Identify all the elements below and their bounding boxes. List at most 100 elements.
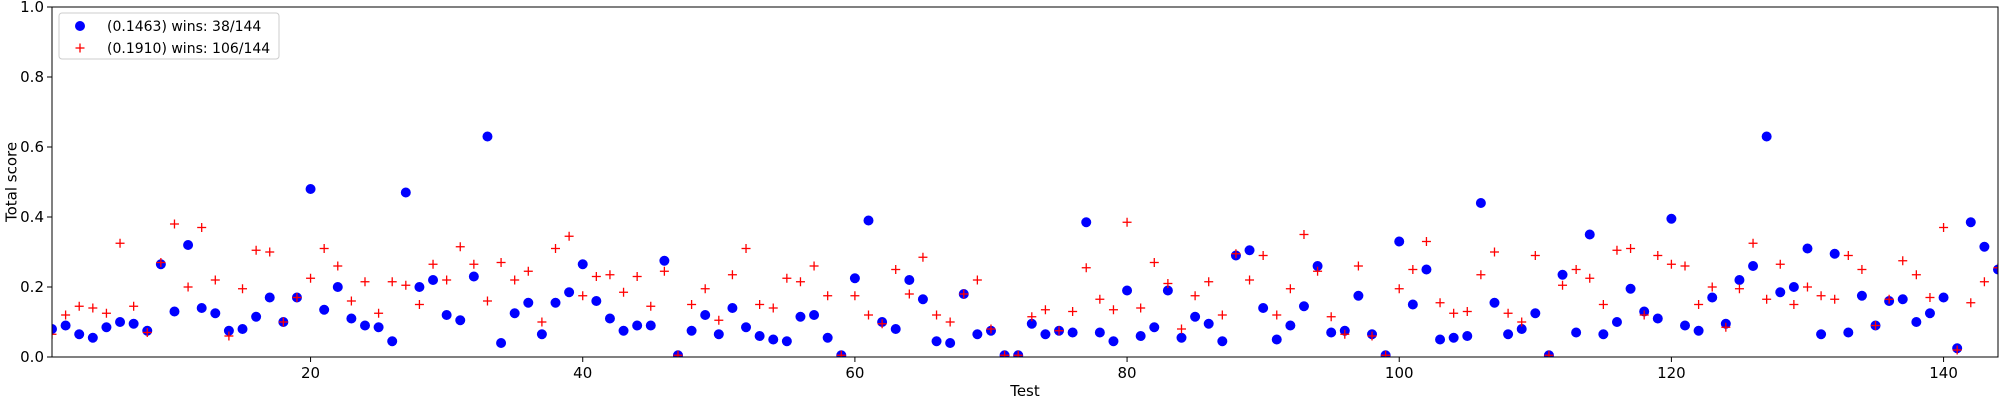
data-point-circle xyxy=(754,331,765,341)
data-point-plus xyxy=(1830,294,1840,304)
data-point-circle xyxy=(1081,217,1092,228)
data-point-plus xyxy=(1435,298,1445,308)
data-point-circle xyxy=(849,273,860,284)
data-point-circle xyxy=(455,315,466,326)
data-point-circle xyxy=(74,329,85,340)
data-point-circle xyxy=(1203,318,1214,329)
data-point-plus xyxy=(1108,305,1118,315)
data-point-plus xyxy=(428,259,438,269)
data-point-circle xyxy=(1734,275,1745,285)
data-point-circle xyxy=(237,324,248,334)
data-point-plus xyxy=(1449,308,1459,318)
data-point-circle xyxy=(536,329,547,340)
data-point-plus xyxy=(1775,259,1785,269)
data-point-plus xyxy=(782,273,792,283)
data-point-plus xyxy=(1871,321,1881,330)
data-point-circle xyxy=(169,306,180,317)
y-tick-label: 0.6 xyxy=(20,138,44,156)
data-point-circle xyxy=(781,336,792,347)
data-point-circle xyxy=(223,325,234,336)
data-point-plus xyxy=(1489,247,1499,257)
data-point-circle xyxy=(1503,329,1514,340)
data-point-plus xyxy=(265,247,275,257)
data-point-plus xyxy=(891,265,901,274)
data-point-plus xyxy=(918,252,928,262)
data-point-plus xyxy=(646,301,656,311)
data-point-plus xyxy=(523,266,533,276)
data-point-plus xyxy=(687,300,697,309)
data-point-plus xyxy=(1530,251,1540,260)
data-point-circle xyxy=(1353,290,1364,301)
data-point-circle xyxy=(1938,292,1949,303)
data-point-plus xyxy=(333,261,343,271)
data-point-plus xyxy=(292,293,302,302)
data-point-circle xyxy=(264,292,275,303)
data-point-circle xyxy=(1190,311,1201,322)
data-point-plus xyxy=(1190,291,1200,301)
data-point-plus xyxy=(1571,265,1581,274)
data-point-circle xyxy=(1176,332,1187,343)
data-point-plus xyxy=(1843,251,1853,260)
data-point-plus xyxy=(1326,312,1336,322)
legend: (0.1463) wins: 38/144 (0.1910) wins: 106/… xyxy=(58,12,280,60)
data-point-plus xyxy=(904,289,914,299)
data-point-plus xyxy=(251,245,261,255)
plot-frame xyxy=(51,6,1999,358)
data-point-plus xyxy=(387,277,397,287)
data-point-plus xyxy=(1462,307,1472,316)
data-point-circle xyxy=(1788,282,1799,292)
x-tick-label: 40 xyxy=(573,364,592,382)
data-point-plus xyxy=(1176,324,1186,334)
data-point-plus xyxy=(659,266,669,276)
data-point-circle xyxy=(1326,327,1337,338)
x-tick-label: 100 xyxy=(1385,364,1414,382)
data-point-plus xyxy=(169,219,179,229)
data-point-circle xyxy=(1897,294,1908,305)
data-point-circle xyxy=(1258,303,1269,313)
data-point-plus xyxy=(1612,245,1622,255)
data-point-plus xyxy=(1000,350,1010,357)
data-point-circle xyxy=(1475,198,1486,208)
legend-circle-marker xyxy=(75,21,85,31)
data-point-plus xyxy=(1272,310,1282,320)
legend-plus-marker xyxy=(75,43,85,53)
data-point-plus xyxy=(1966,298,1976,308)
data-point-circle xyxy=(972,329,983,340)
data-point-circle xyxy=(509,308,520,319)
data-point-plus xyxy=(360,277,370,287)
data-point-circle xyxy=(727,303,738,313)
data-point-plus xyxy=(1285,284,1295,294)
data-point-circle xyxy=(1557,269,1568,280)
data-point-circle xyxy=(1298,301,1309,312)
data-point-circle xyxy=(741,322,752,333)
legend-entries: (0.1463) wins: 38/144 (0.1910) wins: 106/… xyxy=(75,19,270,57)
data-point-circle xyxy=(1516,324,1527,334)
data-point-plus xyxy=(564,231,574,241)
data-point-plus xyxy=(306,273,316,283)
data-point-plus xyxy=(768,303,778,313)
x-tick-label: 140 xyxy=(1929,364,1958,382)
x-tick-label: 80 xyxy=(1118,364,1137,382)
data-point-circle xyxy=(1584,229,1595,240)
data-point-plus xyxy=(823,291,833,301)
data-point-circle xyxy=(1571,327,1582,338)
y-tick-label: 0.8 xyxy=(20,68,44,86)
data-point-circle xyxy=(441,310,452,320)
data-point-plus xyxy=(809,261,819,271)
data-point-plus xyxy=(972,275,982,285)
data-point-plus xyxy=(319,244,329,253)
data-point-plus xyxy=(591,272,601,281)
data-point-circle xyxy=(1843,327,1854,338)
data-point-plus xyxy=(88,303,98,313)
data-point-circle xyxy=(305,184,316,194)
data-point-plus xyxy=(1544,350,1554,357)
data-point-circle xyxy=(1394,236,1405,247)
data-point-plus xyxy=(1598,300,1608,309)
data-point-plus xyxy=(1258,251,1268,260)
data-point-circle xyxy=(346,313,357,324)
data-point-plus xyxy=(1721,322,1731,332)
y-axis-title: Total score xyxy=(3,142,21,223)
data-point-plus xyxy=(1639,310,1649,320)
data-point-circle xyxy=(822,332,833,343)
